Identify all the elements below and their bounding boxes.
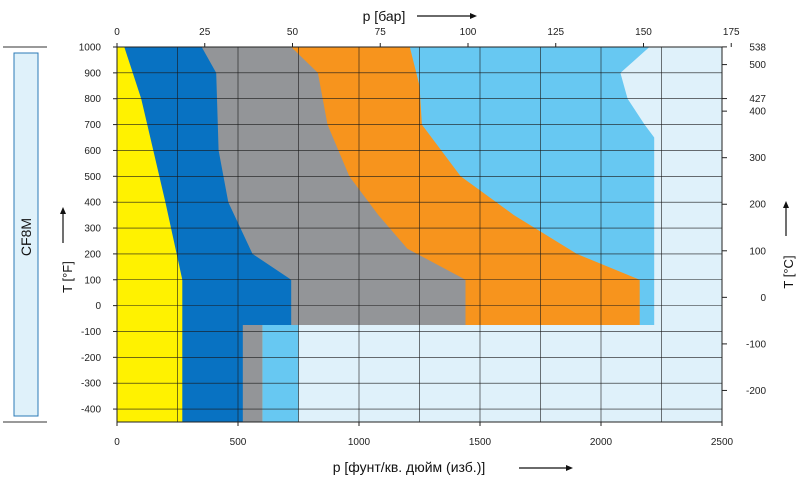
x-top-tick-label: 150 — [635, 27, 652, 38]
x-bottom-tick-label: 1500 — [469, 437, 492, 448]
material-label: CF8M — [18, 218, 34, 256]
y-right-tick-label: -200 — [746, 386, 766, 397]
series-area-5 — [117, 47, 183, 422]
y-left-tick-label: 200 — [84, 249, 101, 260]
y-left-axis-title: T [°F] — [60, 261, 75, 293]
y-right-tick-label: 427 — [749, 94, 766, 105]
x-bottom-tick-label: 500 — [230, 437, 247, 448]
x-top-tick-label: 125 — [547, 27, 564, 38]
y-left-tick-label: -100 — [81, 327, 101, 338]
x-bottom-arrow-head — [566, 465, 573, 471]
y-right-tick-label: 200 — [749, 200, 766, 211]
y-right-tick-label: 400 — [749, 107, 766, 118]
x-top-tick-label: 0 — [114, 27, 120, 38]
y-right-tick-label: -100 — [746, 339, 766, 350]
y-left-arrow-head — [60, 207, 66, 214]
x-bottom-tick-label: 0 — [114, 437, 120, 448]
y-right-tick-label: 538 — [749, 42, 766, 53]
y-left-tick-label: 800 — [84, 94, 101, 105]
x-top-tick-label: 50 — [287, 27, 299, 38]
y-left-tick-label: -300 — [81, 379, 101, 390]
y-left-tick-label: 900 — [84, 68, 101, 79]
tick-layer: 0500100015002000250002550751001251501752… — [79, 27, 811, 448]
x-top-tick-label: 75 — [375, 27, 387, 38]
y-right-tick-label: 300 — [749, 153, 766, 164]
y-right-tick-label: 100 — [749, 246, 766, 257]
x-top-arrow-head — [470, 13, 477, 19]
y-left-tick-label: -200 — [81, 353, 101, 364]
x-top-tick-label: 175 — [723, 27, 740, 38]
y-left-tick-label: 100 — [84, 275, 101, 286]
x-top-tick-label: 25 — [199, 27, 211, 38]
y-right-tick-label: 500 — [749, 60, 766, 71]
y-left-tick-label: 1000 — [79, 43, 102, 54]
y-left-tick-label: 600 — [84, 146, 101, 157]
plot-area — [116, 46, 723, 423]
y-right-tick-label: 0 — [760, 293, 766, 304]
y-left-tick-label: 700 — [84, 120, 101, 131]
y-left-tick-label: 300 — [84, 224, 101, 235]
grid-layer — [117, 46, 722, 422]
plot-frame — [116, 46, 723, 423]
x-top-tick-label: 100 — [460, 27, 477, 38]
y-right-arrow-head — [783, 201, 789, 208]
y-left-tick-label: 500 — [84, 172, 101, 183]
y-left-tick-label: -400 — [81, 405, 101, 416]
x-bottom-axis-title: p [фунт/кв. дюйм (изб.)] — [333, 459, 486, 475]
x-bottom-tick-label: 2000 — [590, 437, 613, 448]
y-right-axis-title: T [°C] — [781, 255, 796, 288]
x-bottom-tick-label: 2500 — [711, 437, 734, 448]
y-left-tick-label: 0 — [95, 301, 101, 312]
y-left-tick-label: 400 — [84, 198, 101, 209]
material-box — [13, 52, 39, 417]
x-top-axis-title: p [бар] — [363, 8, 406, 24]
x-bottom-tick-label: 1000 — [348, 437, 371, 448]
series-layer — [117, 47, 655, 422]
